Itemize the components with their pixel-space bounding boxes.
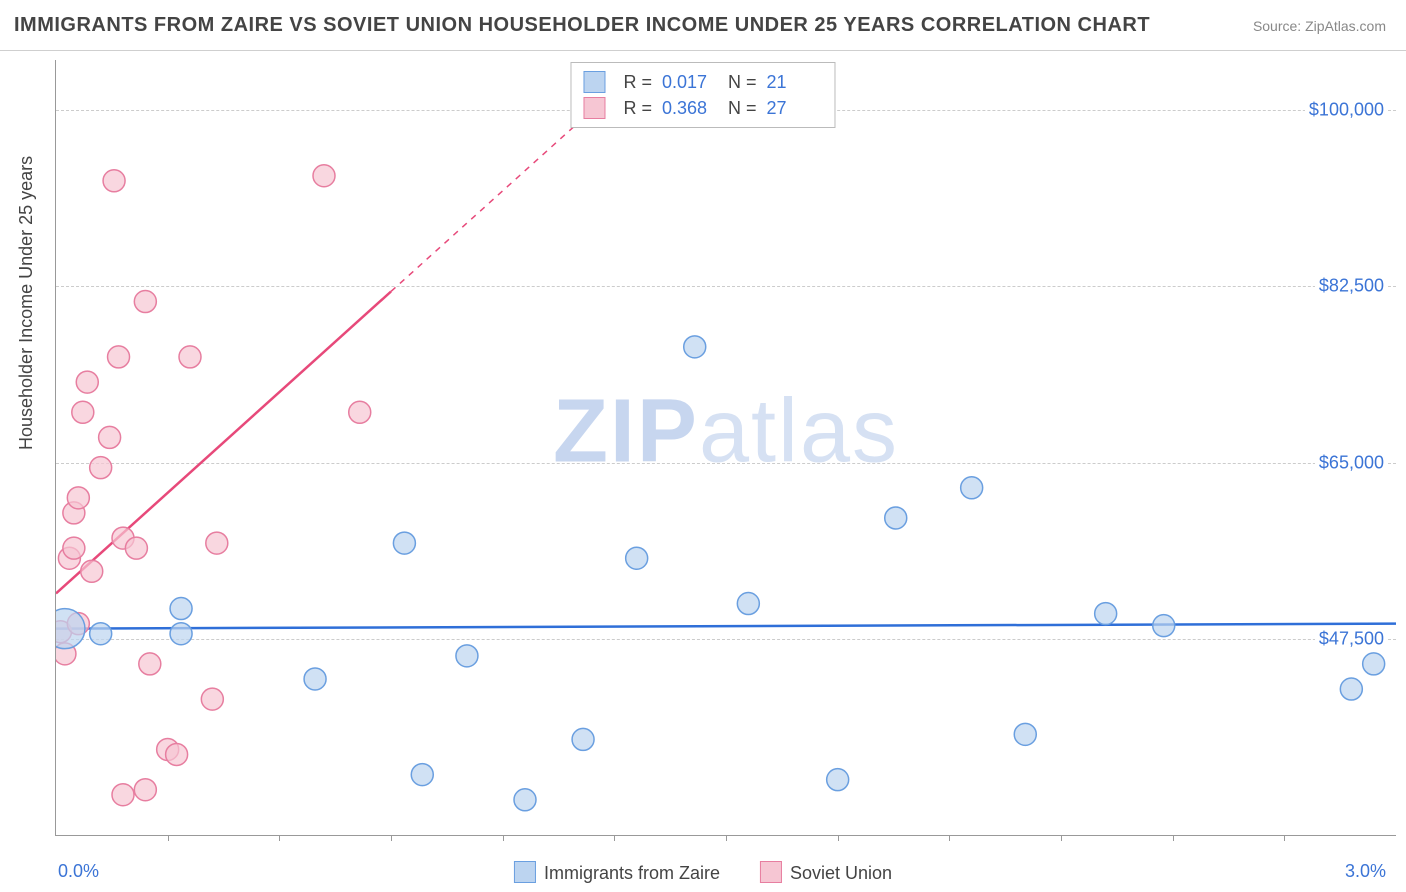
data-point-zaire xyxy=(411,764,433,786)
x-tick-mark xyxy=(614,835,615,841)
source-value: ZipAtlas.com xyxy=(1305,18,1386,34)
data-point-zaire xyxy=(456,645,478,667)
n-label: N = xyxy=(728,72,757,93)
data-point-zaire xyxy=(393,532,415,554)
data-point-zaire xyxy=(572,728,594,750)
x-tick-mark xyxy=(168,835,169,841)
chart-title: IMMIGRANTS FROM ZAIRE VS SOVIET UNION HO… xyxy=(14,14,1150,37)
data-point-soviet xyxy=(206,532,228,554)
legend-item: Soviet Union xyxy=(760,861,892,884)
n-value: 21 xyxy=(767,72,823,93)
x-tick-mark xyxy=(949,835,950,841)
correlation-legend-row: R = 0.368 N = 27 xyxy=(583,95,822,121)
data-point-soviet xyxy=(112,784,134,806)
data-point-soviet xyxy=(72,401,94,423)
data-point-zaire xyxy=(737,593,759,615)
data-point-zaire xyxy=(961,477,983,499)
r-value: 0.368 xyxy=(662,98,718,119)
data-point-zaire xyxy=(90,623,112,645)
legend-swatch xyxy=(583,71,605,93)
legend-label: Immigrants from Zaire xyxy=(544,863,720,883)
data-point-zaire xyxy=(827,769,849,791)
x-tick-mark xyxy=(503,835,504,841)
data-point-soviet xyxy=(139,653,161,675)
data-point-zaire xyxy=(1363,653,1385,675)
data-point-soviet xyxy=(313,165,335,187)
r-label: R = xyxy=(623,72,652,93)
n-value: 27 xyxy=(767,98,823,119)
x-tick-mark xyxy=(1284,835,1285,841)
trend-line-zaire xyxy=(56,624,1396,629)
plot-area: ZIPatlas $47,500$65,000$82,500$100,000 xyxy=(55,60,1396,836)
correlation-legend-row: R = 0.017 N = 21 xyxy=(583,69,822,95)
data-point-soviet xyxy=(134,779,156,801)
data-point-soviet xyxy=(99,426,121,448)
data-point-soviet xyxy=(81,560,103,582)
legend-swatch xyxy=(514,861,536,883)
correlation-legend: R = 0.017 N = 21 R = 0.368 N = 27 xyxy=(570,62,835,128)
data-point-zaire xyxy=(684,336,706,358)
data-point-soviet xyxy=(349,401,371,423)
legend-label: Soviet Union xyxy=(790,863,892,883)
header-bar: IMMIGRANTS FROM ZAIRE VS SOVIET UNION HO… xyxy=(0,0,1406,51)
data-point-zaire xyxy=(170,598,192,620)
r-value: 0.017 xyxy=(662,72,718,93)
data-point-soviet xyxy=(76,371,98,393)
x-tick-mark xyxy=(279,835,280,841)
y-axis-label: Householder Income Under 25 years xyxy=(16,156,37,450)
data-point-zaire xyxy=(885,507,907,529)
data-point-zaire xyxy=(626,547,648,569)
data-point-soviet xyxy=(90,457,112,479)
series-legend: Immigrants from Zaire Soviet Union xyxy=(514,861,892,884)
chart-svg xyxy=(56,60,1396,835)
data-point-soviet xyxy=(103,170,125,192)
data-point-soviet xyxy=(67,487,89,509)
x-tick-mark xyxy=(391,835,392,841)
data-point-zaire xyxy=(1014,723,1036,745)
data-point-soviet xyxy=(134,291,156,313)
data-point-soviet xyxy=(179,346,201,368)
data-point-soviet xyxy=(63,537,85,559)
data-point-soviet xyxy=(108,346,130,368)
data-point-zaire xyxy=(170,623,192,645)
data-point-soviet xyxy=(166,743,188,765)
x-tick-mark xyxy=(838,835,839,841)
source-label: Source: xyxy=(1253,18,1305,34)
x-tick-mark xyxy=(1173,835,1174,841)
data-point-zaire xyxy=(514,789,536,811)
x-tick-mark xyxy=(1061,835,1062,841)
x-axis-max-label: 3.0% xyxy=(1345,861,1386,882)
r-label: R = xyxy=(623,98,652,119)
data-point-soviet xyxy=(125,537,147,559)
source-credit: Source: ZipAtlas.com xyxy=(1253,18,1386,34)
legend-swatch xyxy=(760,861,782,883)
legend-swatch xyxy=(583,97,605,119)
x-tick-mark xyxy=(726,835,727,841)
n-label: N = xyxy=(728,98,757,119)
data-point-zaire xyxy=(1340,678,1362,700)
data-point-zaire xyxy=(1095,603,1117,625)
x-axis-min-label: 0.0% xyxy=(58,861,99,882)
legend-item: Immigrants from Zaire xyxy=(514,861,720,884)
data-point-zaire xyxy=(1153,615,1175,637)
data-point-soviet xyxy=(201,688,223,710)
data-point-zaire xyxy=(304,668,326,690)
